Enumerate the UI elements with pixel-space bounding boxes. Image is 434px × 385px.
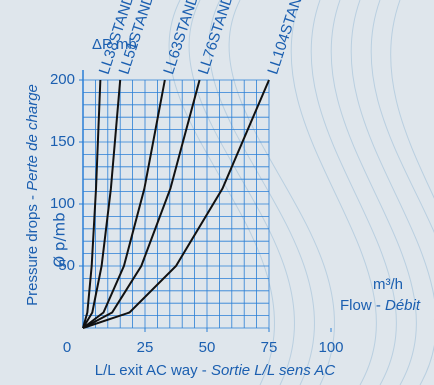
y-tick-label: 50 [58,257,75,274]
series-line [82,79,122,329]
unit-label: m³/h [373,276,403,293]
x-tick-label: 75 [261,339,278,356]
y-label-part: Pressure drops - [24,191,41,306]
x-tick-label: 25 [137,339,154,356]
x-label-italic: Débit [385,297,421,314]
series-line [82,79,166,329]
series-line [82,79,201,329]
title: ΔP mb [92,36,137,53]
footer: L/L exit AC way - Sortie L/L sens AC [95,362,336,379]
inner-label: Ø p/mb [51,212,69,267]
y-tick-label: 150 [50,133,75,150]
y-axis-label: Pressure drops - Perte de charge [24,84,41,306]
y-tick-label: 100 [50,195,75,212]
background-waves [168,0,434,385]
legend-label: LL104STAND [264,0,308,76]
x-tick-label: 100 [318,339,343,356]
series-line [82,79,102,329]
x-label-part: Flow - [340,297,385,314]
origin-label: 0 [63,339,71,356]
x-axis-label: Flow - Débit [340,297,421,314]
legend-label: LL63STAND [160,0,202,76]
footer-italic: Sortie L/L sens AC [211,362,335,379]
footer-part: L/L exit AC way - [95,362,211,379]
x-tick-label: 50 [199,339,216,356]
series-line [82,79,270,329]
y-label-italic: Perte de charge [24,84,41,191]
y-tick-label: 200 [50,71,75,88]
